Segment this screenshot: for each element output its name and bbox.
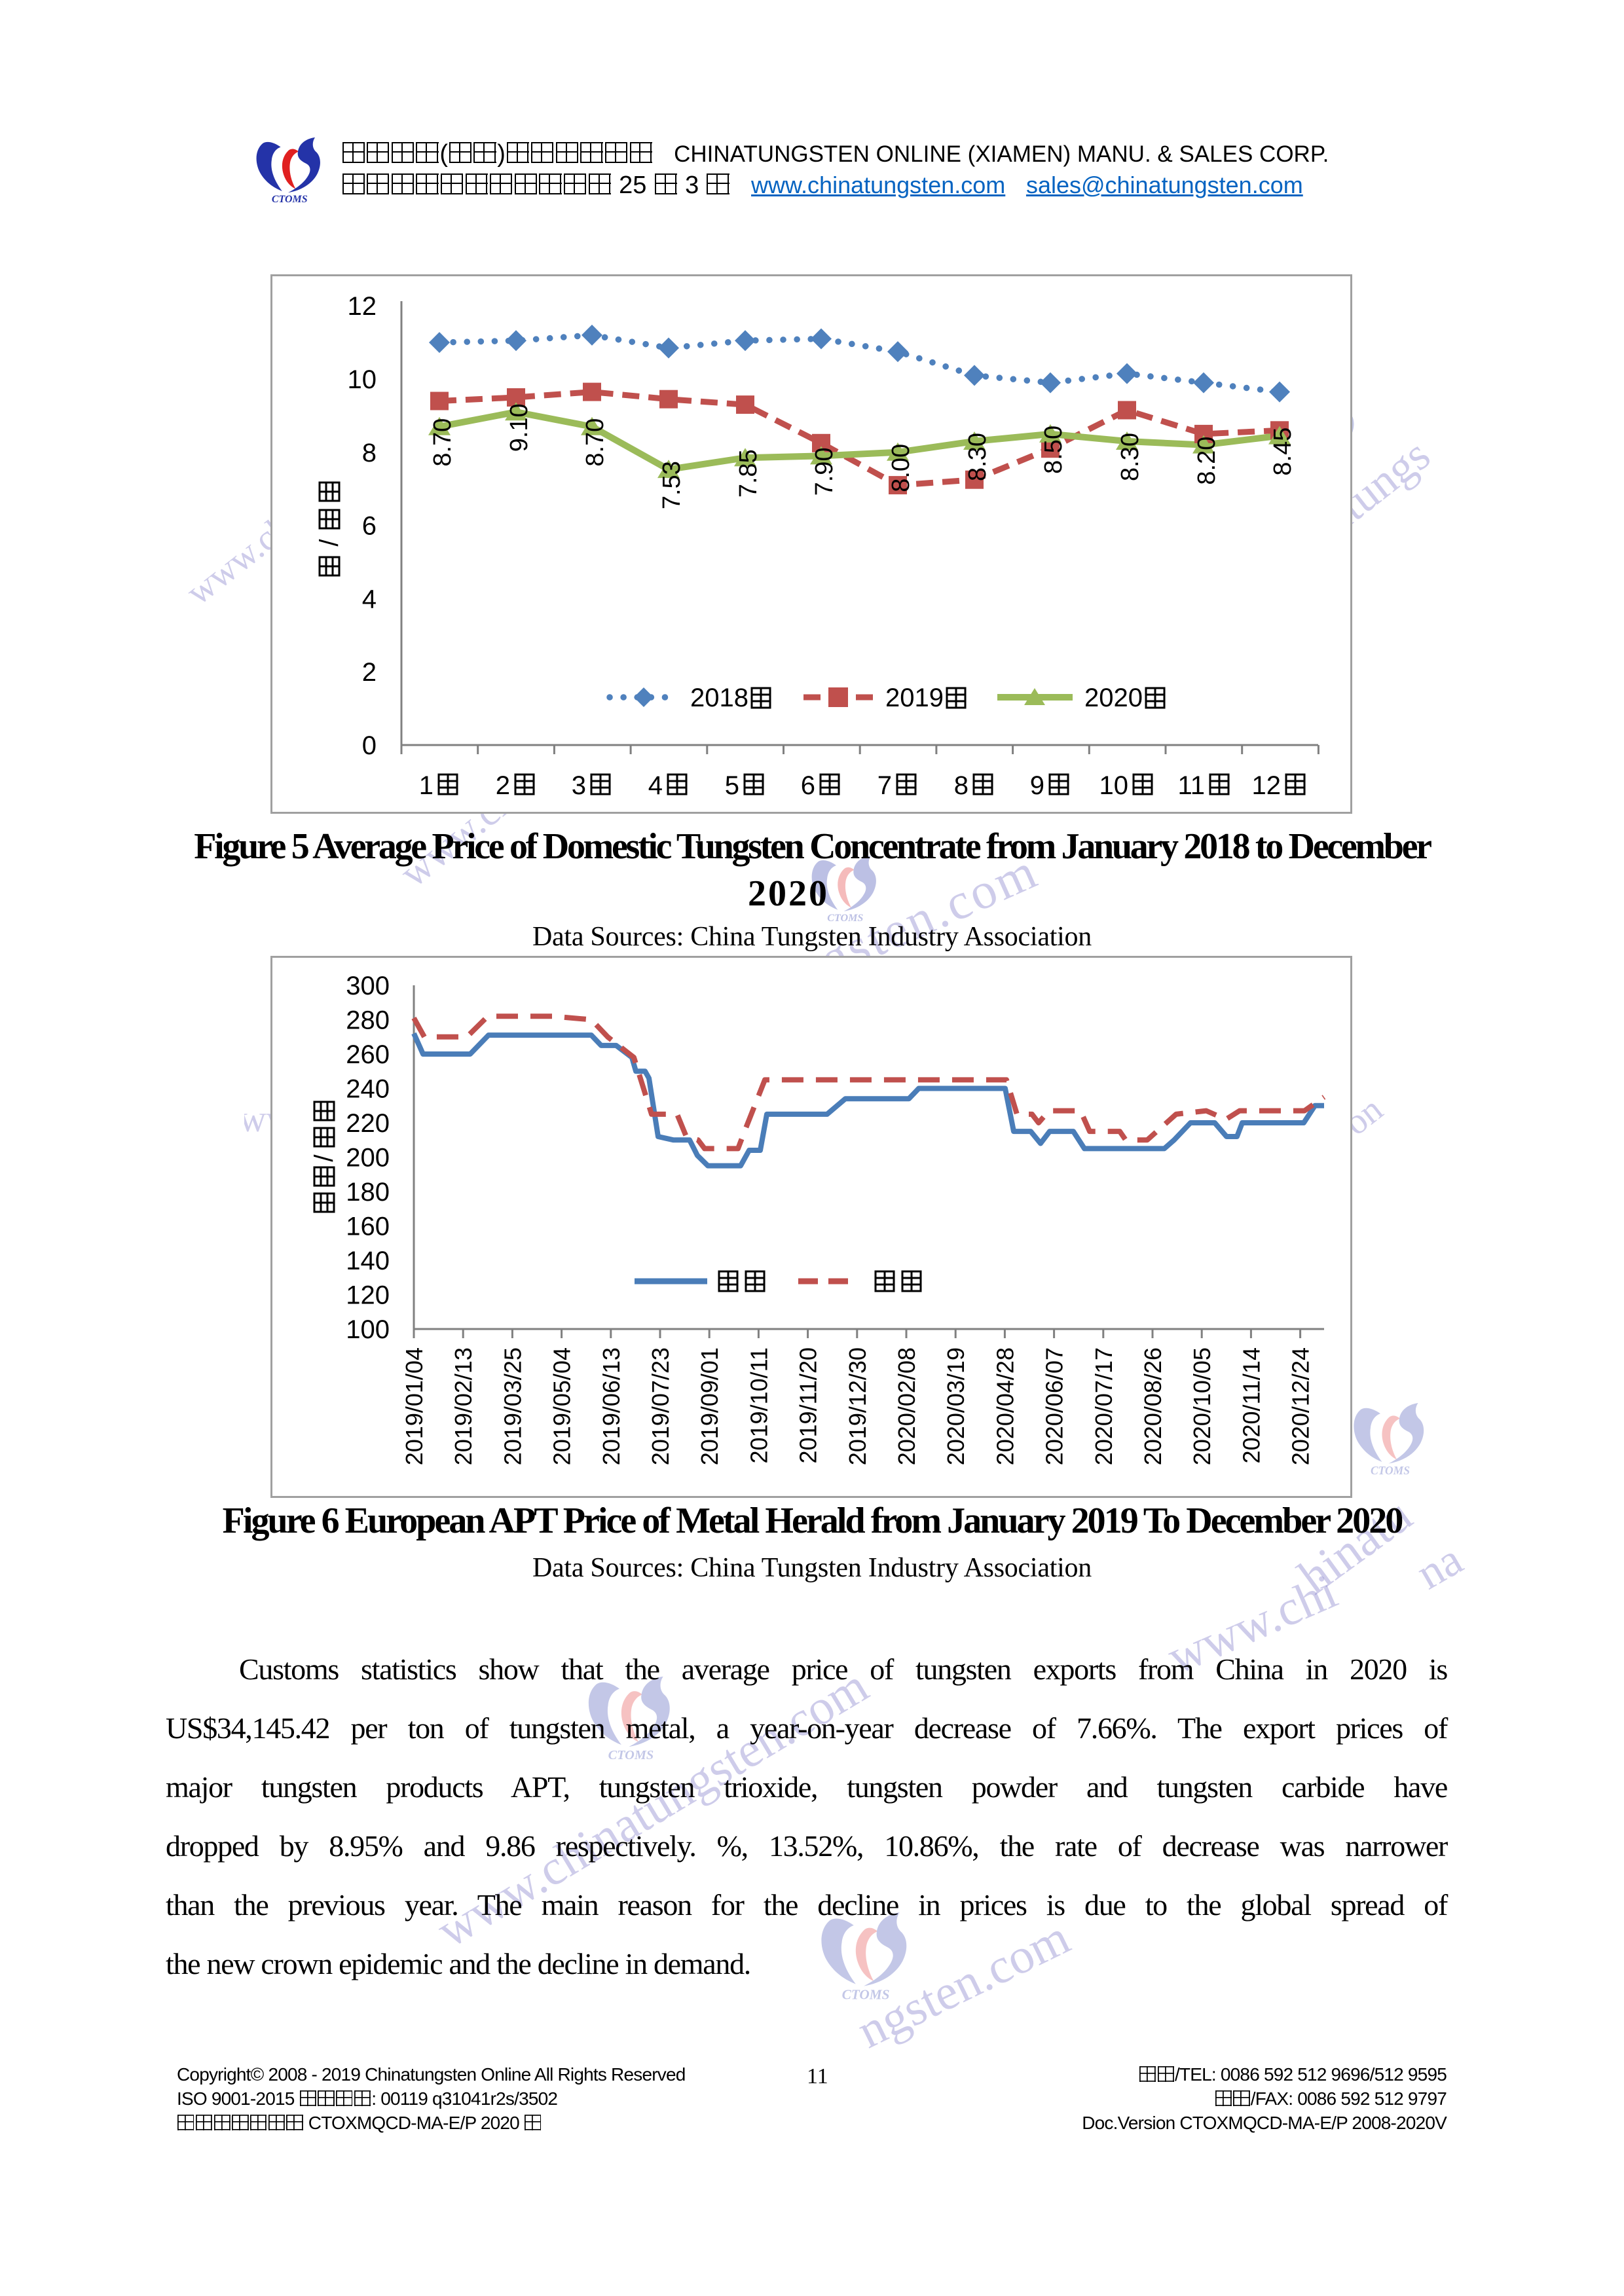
- svg-text:2020/04/28: 2020/04/28: [991, 1347, 1018, 1465]
- svg-text:2019/10/11: 2019/10/11: [745, 1347, 772, 1464]
- svg-text:2: 2: [362, 658, 377, 687]
- svg-text:2020/07/17: 2020/07/17: [1090, 1347, 1117, 1465]
- svg-text:8.30: 8.30: [964, 433, 991, 481]
- svg-text:12: 12: [1252, 771, 1282, 800]
- svg-text:5: 5: [725, 771, 739, 800]
- svg-text:4: 4: [648, 771, 663, 800]
- svg-text:9: 9: [1030, 771, 1044, 800]
- svg-text:1: 1: [419, 771, 434, 800]
- svg-text:100: 100: [346, 1315, 390, 1344]
- svg-text:7.90: 7.90: [811, 447, 838, 496]
- svg-text:200: 200: [346, 1144, 390, 1173]
- svg-text:2019/12/30: 2019/12/30: [844, 1347, 871, 1465]
- svg-text:2019: 2019: [885, 683, 944, 712]
- svg-text:2018: 2018: [690, 683, 748, 712]
- svg-text:8.30: 8.30: [1116, 433, 1144, 481]
- svg-text:2019/09/01: 2019/09/01: [696, 1347, 723, 1465]
- svg-text:160: 160: [346, 1212, 390, 1241]
- svg-text:6: 6: [801, 771, 815, 800]
- svg-text:/: /: [310, 1154, 339, 1162]
- svg-text:7.85: 7.85: [735, 449, 762, 498]
- svg-text:8: 8: [362, 439, 377, 467]
- svg-text:10: 10: [1099, 771, 1129, 800]
- svg-text:140: 140: [346, 1247, 390, 1275]
- svg-text:8.50: 8.50: [1040, 426, 1067, 474]
- svg-text:2020/02/08: 2020/02/08: [893, 1347, 920, 1465]
- svg-text:2020/11/14: 2020/11/14: [1238, 1347, 1264, 1464]
- svg-text:280: 280: [346, 1006, 390, 1035]
- svg-text:2020/12/24: 2020/12/24: [1287, 1347, 1314, 1465]
- svg-text:2019/05/04: 2019/05/04: [549, 1347, 576, 1465]
- svg-text:2019/01/04: 2019/01/04: [401, 1347, 428, 1465]
- svg-text:8.70: 8.70: [429, 418, 456, 467]
- svg-text:8.20: 8.20: [1193, 437, 1221, 485]
- svg-text:2019/02/13: 2019/02/13: [450, 1347, 477, 1465]
- svg-text:2019/07/23: 2019/07/23: [647, 1347, 674, 1465]
- svg-text:10: 10: [348, 365, 377, 394]
- svg-text:180: 180: [346, 1178, 390, 1207]
- svg-text:3: 3: [572, 771, 586, 800]
- svg-text:9.10: 9.10: [506, 403, 533, 452]
- svg-text:4: 4: [362, 585, 377, 613]
- svg-text:8.70: 8.70: [581, 418, 609, 467]
- svg-text:2020/10/05: 2020/10/05: [1189, 1347, 1215, 1465]
- svg-text:2020/06/07: 2020/06/07: [1041, 1347, 1068, 1465]
- svg-text:2: 2: [496, 771, 510, 800]
- svg-text:2019/06/13: 2019/06/13: [598, 1347, 625, 1465]
- svg-text:8.45: 8.45: [1269, 428, 1297, 476]
- svg-text:/: /: [315, 539, 344, 547]
- svg-text:300: 300: [346, 972, 390, 1000]
- svg-text:7.53: 7.53: [658, 461, 686, 509]
- svg-text:8: 8: [954, 771, 969, 800]
- svg-text:240: 240: [346, 1075, 390, 1104]
- svg-text:2020/08/26: 2020/08/26: [1139, 1347, 1166, 1465]
- svg-text:7: 7: [877, 771, 892, 800]
- svg-text:6: 6: [362, 512, 377, 541]
- svg-text:12: 12: [348, 292, 377, 321]
- svg-text:260: 260: [346, 1040, 390, 1069]
- svg-text:2020: 2020: [1084, 683, 1143, 712]
- svg-text:0: 0: [362, 731, 377, 760]
- svg-text:11: 11: [1177, 771, 1205, 800]
- svg-text:2019/11/20: 2019/11/20: [795, 1347, 822, 1464]
- svg-text:2019/03/25: 2019/03/25: [499, 1347, 526, 1465]
- svg-text:2020/03/19: 2020/03/19: [942, 1347, 969, 1465]
- svg-text:220: 220: [346, 1109, 390, 1138]
- svg-text:120: 120: [346, 1281, 390, 1310]
- svg-text:8.00: 8.00: [887, 444, 915, 492]
